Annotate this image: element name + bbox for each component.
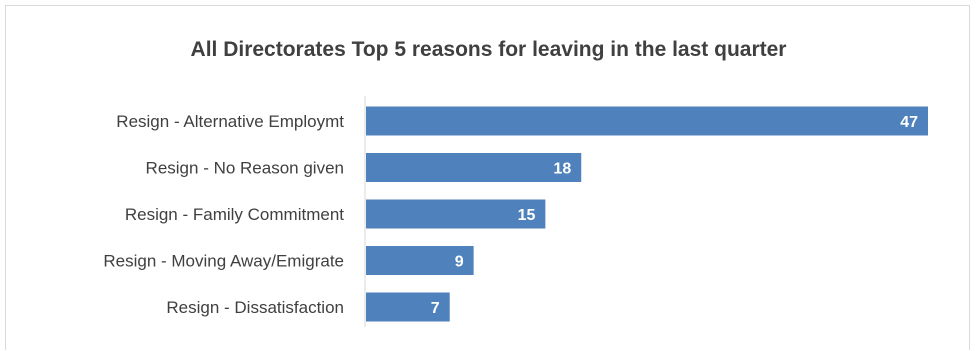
data-label-2: 18: [553, 161, 571, 178]
bar-1: [366, 106, 928, 136]
data-label-1: 47: [900, 114, 918, 131]
category-label-3: Resign - Family Commitment: [125, 205, 344, 224]
bar-3: [366, 199, 546, 229]
chart-title: All Directorates Top 5 reasons for leavi…: [190, 38, 787, 61]
category-label-1: Resign - Alternative Employmt: [116, 112, 344, 131]
bar-chart: Resign - Alternative Employmt 47 Resign - …: [103, 96, 928, 327]
data-label-5: 7: [431, 300, 440, 317]
category-label-5: Resign - Dissatisfaction: [166, 298, 344, 317]
bar-2: [366, 153, 582, 182]
bar-4: [366, 246, 474, 275]
data-label-4: 9: [455, 254, 464, 271]
data-label-3: 15: [518, 207, 536, 224]
bar-5: [366, 292, 450, 322]
category-label-2: Resign - No Reason given: [146, 159, 344, 178]
category-label-4: Resign - Moving Away/Emigrate: [103, 252, 344, 271]
chart-frame: All Directorates Top 5 reasons for leavi…: [5, 5, 970, 350]
